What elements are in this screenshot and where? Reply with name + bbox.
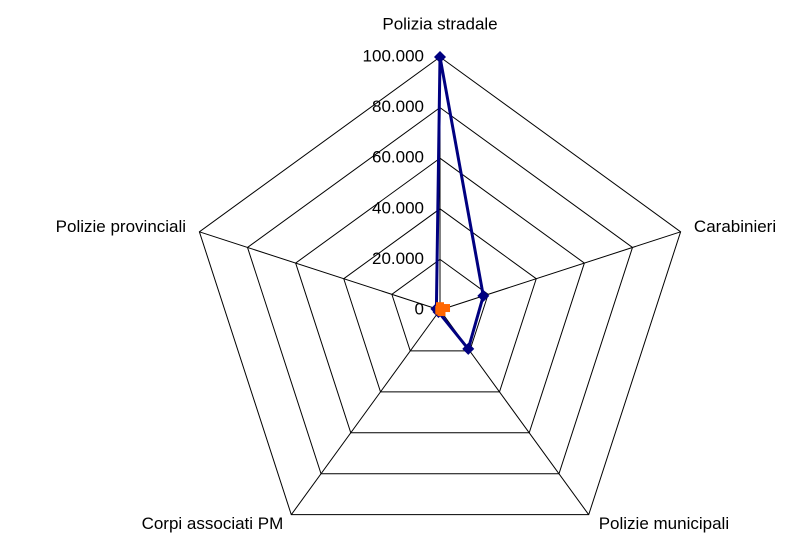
category-label: Polizia stradale xyxy=(382,14,497,33)
marker xyxy=(434,51,446,63)
tick-label: 40.000 xyxy=(372,198,424,217)
tick-label: 80.000 xyxy=(372,97,424,116)
marker xyxy=(477,289,490,302)
tick-label: 60.000 xyxy=(372,148,424,167)
grid-ring xyxy=(246,106,634,475)
spoke xyxy=(290,309,441,515)
marker xyxy=(462,342,475,355)
grid-ring xyxy=(391,258,489,352)
category-label: Corpi associati PM xyxy=(142,514,284,533)
tick-label: 20.000 xyxy=(372,249,424,268)
grid-ring xyxy=(343,208,537,393)
spoke xyxy=(199,231,441,311)
tick-label: 0 xyxy=(415,299,424,318)
category-label: Polizie provinciali xyxy=(56,217,186,236)
grid-ring xyxy=(198,56,682,516)
marker xyxy=(435,305,444,314)
category-label: Polizie municipali xyxy=(599,514,729,533)
series-line xyxy=(434,56,485,353)
grid-ring xyxy=(295,157,585,434)
tick-label: 100.000 xyxy=(363,46,424,65)
category-label: Carabinieri xyxy=(694,217,776,236)
marker xyxy=(442,304,451,313)
spoke xyxy=(439,231,681,311)
